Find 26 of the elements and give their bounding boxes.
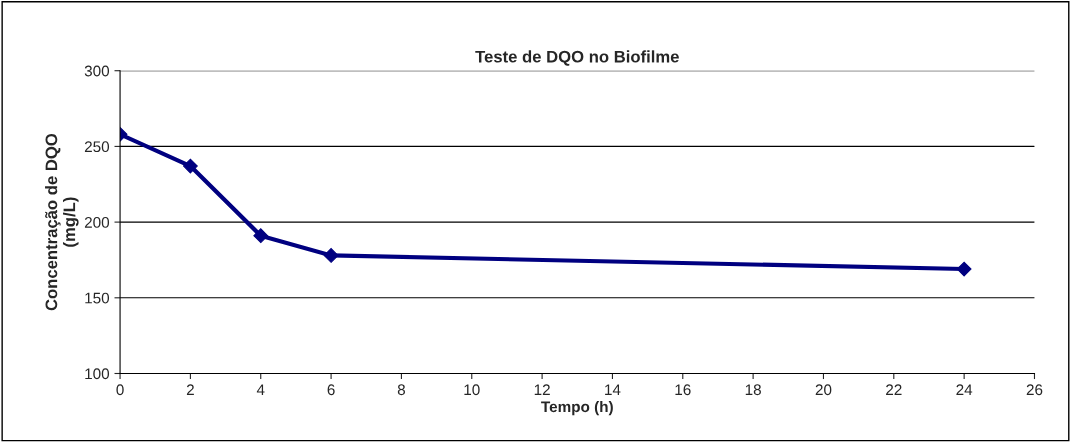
- x-tick-label: 10: [464, 384, 480, 396]
- x-tick-label: 22: [886, 384, 902, 395]
- y-tick-label: 150: [85, 292, 110, 304]
- y-tick-label: 100: [85, 368, 110, 380]
- y-tick-label: 300: [84, 65, 110, 77]
- point: [253, 228, 269, 244]
- point: [323, 248, 339, 263]
- x-tick-label: 18: [745, 384, 761, 396]
- point: [183, 158, 198, 174]
- x-tick-label: 16: [675, 384, 691, 396]
- chart-title: Teste de DQO no Biofilme: [475, 50, 679, 66]
- x-tick-label: 20: [815, 384, 832, 396]
- x-tick-label: 26: [1026, 384, 1043, 396]
- x-tick-label: 0: [116, 384, 124, 396]
- y-tick-label: 200: [84, 216, 110, 228]
- x-tick-label: 8: [397, 384, 406, 396]
- y-axis-title: Concentração de DQO (mg/L): [45, 133, 79, 311]
- y-tick-label: 250: [84, 141, 110, 153]
- x-axis-title: Tempo (h): [541, 400, 613, 416]
- x-tick-label: 14: [605, 384, 621, 395]
- x-tick-label: 12: [534, 384, 550, 395]
- x-tick-label: 24: [956, 384, 973, 395]
- x-tick-label: 2: [186, 384, 194, 395]
- x-tick-label: 4: [256, 384, 265, 395]
- x-tick-label: 6: [327, 384, 335, 396]
- point: [956, 261, 972, 277]
